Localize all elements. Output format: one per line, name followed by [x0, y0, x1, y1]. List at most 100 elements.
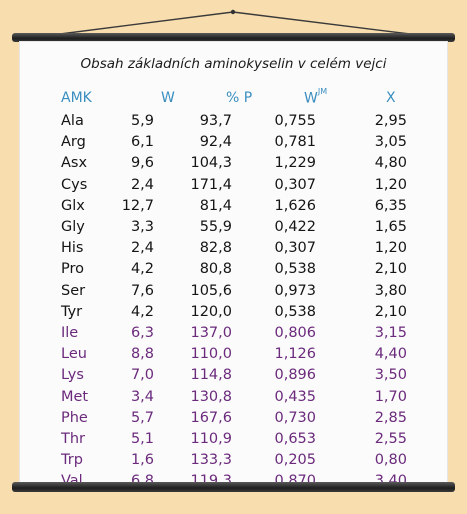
- cell-amk: Ser: [61, 282, 86, 299]
- table-row: Cys 2,4 171,4 0,307 1,20: [19, 177, 448, 198]
- cell-amk: Ala: [61, 113, 84, 129]
- cell-w: 8,8: [130, 346, 154, 363]
- cell-amk: Glx: [61, 197, 85, 214]
- cell-wjm: 0,307: [274, 240, 316, 257]
- cell-w: 1,6: [130, 452, 154, 469]
- cell-p: 92,4: [199, 134, 232, 151]
- table-title: Obsah základních aminokyselin v celém ve…: [80, 56, 387, 72]
- cell-p: 167,6: [190, 409, 232, 426]
- cell-wjm: 0,896: [274, 367, 316, 384]
- table-row: Glx 12,7 81,4 1,626 6,35: [19, 198, 448, 219]
- table-row: Ile 6,3 137,0 0,806 3,15: [19, 325, 448, 346]
- cell-x: 0,80: [374, 452, 407, 469]
- table-row: Phe 5,7 167,6 0,730 2,85: [19, 410, 448, 431]
- cell-wjm: 0,781: [274, 134, 316, 151]
- cell-p: 171,4: [190, 176, 232, 193]
- cell-x: 4,40: [374, 346, 407, 363]
- cell-amk: Gly: [61, 219, 85, 235]
- cell-wjm: 0,307: [274, 176, 316, 193]
- cell-w: 3,4: [130, 388, 154, 405]
- cell-w: 4,2: [130, 261, 154, 278]
- cell-amk: Asx: [61, 155, 88, 172]
- top-rod: [12, 33, 455, 42]
- cell-x: 1,20: [374, 240, 407, 257]
- cell-p: 104,3: [190, 155, 232, 172]
- cell-p: 114,8: [190, 367, 232, 384]
- table-row: His 2,4 82,8 0,307 1,20: [19, 240, 448, 261]
- cell-w: 5,1: [130, 431, 154, 447]
- cell-x: 3,80: [374, 282, 407, 299]
- cell-w: 6,1: [130, 134, 154, 151]
- cell-x: 2,10: [374, 261, 407, 278]
- cell-p: 130,8: [190, 388, 232, 405]
- cell-amk: Ile: [61, 325, 79, 341]
- cell-p: 133,3: [190, 452, 232, 469]
- cell-p: 93,7: [199, 113, 232, 129]
- cell-amk: Cys: [61, 176, 88, 193]
- cell-x: 3,50: [374, 367, 407, 384]
- cell-p: 110,0: [190, 346, 232, 363]
- cell-wjm: 0,205: [274, 452, 316, 469]
- cell-w: 12,7: [121, 197, 154, 214]
- cell-w: 7,0: [130, 367, 154, 384]
- poster-sheet: Obsah základních aminokyselin v celém ve…: [19, 41, 448, 489]
- cell-w: 5,7: [130, 409, 154, 426]
- cell-x: 2,85: [374, 409, 407, 426]
- cell-w: 5,9: [130, 113, 154, 129]
- table-row: Pro 4,2 80,8 0,538 2,10: [19, 261, 448, 282]
- cell-x: 1,70: [374, 388, 407, 405]
- table-row: Met 3,4 130,8 0,435 1,70: [19, 389, 448, 410]
- table-row: Ser 7,6 105,6 0,973 3,80: [19, 283, 448, 304]
- hanging-string: [59, 9, 411, 35]
- cell-x: 2,95: [374, 113, 407, 129]
- table-row: Asx 9,6 104,3 1,229 4,80: [19, 155, 448, 176]
- cell-wjm: 1,229: [274, 155, 316, 172]
- table-row: Ala 5,9 93,7 0,755 2,95: [19, 113, 448, 134]
- cell-p: 105,6: [190, 282, 232, 299]
- cell-wjm: 0,422: [274, 219, 316, 235]
- cell-x: 1,65: [374, 219, 407, 235]
- cell-w: 2,4: [130, 176, 154, 193]
- cell-wjm: 0,973: [274, 282, 316, 299]
- cell-amk: Met: [61, 388, 89, 405]
- cell-wjm: 1,626: [274, 197, 316, 214]
- cell-w: 2,4: [130, 240, 154, 257]
- cell-x: 1,20: [374, 176, 407, 193]
- cell-wjm: 0,806: [274, 325, 316, 341]
- cell-w: 6,3: [130, 325, 154, 341]
- table-row: Tyr 4,2 120,0 0,538 2,10: [19, 304, 448, 325]
- cell-amk: Thr: [61, 431, 86, 447]
- cell-x: 2,55: [374, 431, 407, 447]
- header-wjm: WJM: [304, 87, 328, 107]
- cell-wjm: 0,435: [274, 388, 316, 405]
- header-amk: AMK: [61, 90, 92, 106]
- header-wjm-base: W: [304, 90, 318, 107]
- cell-x: 3,15: [374, 325, 407, 341]
- cell-p: 55,9: [199, 219, 232, 235]
- cell-amk: Lys: [61, 367, 84, 384]
- cell-amk: Arg: [61, 134, 86, 151]
- cell-wjm: 0,755: [274, 113, 316, 129]
- cell-x: 4,80: [374, 155, 407, 172]
- cell-w: 9,6: [130, 155, 154, 172]
- table-row: Arg 6,1 92,4 0,781 3,05: [19, 134, 448, 155]
- cell-x: 2,10: [374, 303, 407, 320]
- cell-p: 120,0: [190, 303, 232, 320]
- table-row: Leu 8,8 110,0 1,126 4,40: [19, 346, 448, 367]
- cell-amk: Phe: [61, 409, 88, 426]
- cell-p: 137,0: [190, 325, 232, 341]
- cell-amk: Trp: [61, 452, 83, 469]
- header-w: W: [161, 90, 175, 106]
- table-row: Trp 1,6 133,3 0,205 0,80: [19, 452, 448, 473]
- cell-w: 3,3: [130, 219, 154, 235]
- cell-wjm: 1,126: [274, 346, 316, 363]
- cell-amk: Tyr: [61, 303, 83, 320]
- cell-w: 7,6: [130, 282, 154, 299]
- header-x: X: [386, 90, 396, 106]
- header-wjm-superscript: JM: [317, 87, 328, 96]
- cell-x: 6,35: [374, 197, 407, 214]
- bottom-rod: [12, 482, 455, 492]
- cell-amk: His: [61, 240, 84, 257]
- cell-wjm: 0,538: [274, 261, 316, 278]
- cell-p: 81,4: [199, 197, 232, 214]
